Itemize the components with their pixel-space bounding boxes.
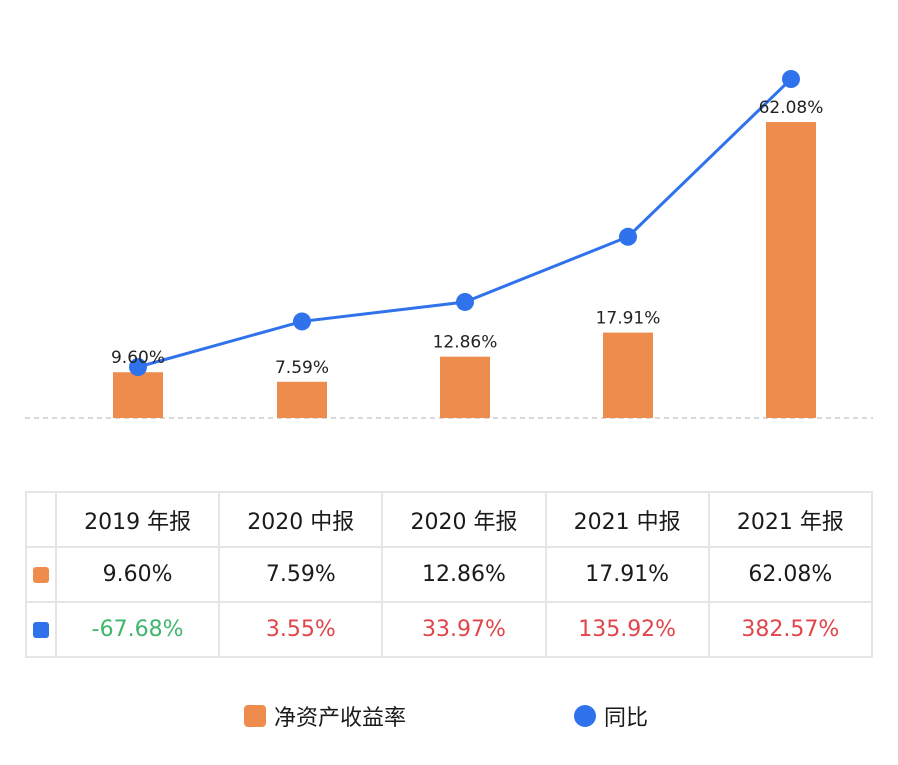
table-header-cell: 2021 中报 <box>544 491 710 548</box>
table-row-roe: 9.60% 7.59% 12.86% 17.91% 62.08% <box>25 546 874 603</box>
table-header-cell: 2021 年报 <box>707 491 874 548</box>
yoy-value-cell: 135.92% <box>544 601 710 658</box>
data-table: 2019 年报 2020 中报 2020 年报 2021 中报 2021 年报 … <box>25 491 874 658</box>
yoy-value-cell: -67.68% <box>54 601 221 658</box>
roe-bar-label: 12.86% <box>433 333 498 353</box>
legend-yoy: 同比 <box>574 700 648 732</box>
roe-bar-label: 17.91% <box>596 309 661 329</box>
roe-value-cell: 7.59% <box>218 546 384 603</box>
yoy-point <box>619 227 637 246</box>
table-row-yoy: -67.68% 3.55% 33.97% 135.92% 382.57% <box>25 601 874 658</box>
table-corner <box>25 491 57 548</box>
yoy-point <box>293 312 311 331</box>
legend-roe-label: 净资产收益率 <box>274 706 407 731</box>
roe-bar-label: 7.59% <box>275 358 329 378</box>
chart-area: 9.60% 7.59% 12.86% 17.91% 62.08% <box>25 70 873 419</box>
roe-bar <box>440 356 490 418</box>
roe-bar <box>277 381 327 418</box>
roe-bar <box>766 122 816 418</box>
yoy-point <box>129 358 147 376</box>
roe-bar <box>113 372 163 418</box>
roe-value-cell: 12.86% <box>381 546 547 603</box>
yoy-value-cell: 3.55% <box>218 601 384 658</box>
table-header-cell: 2019 年报 <box>54 491 221 548</box>
yoy-value-cell: 382.57% <box>707 601 874 658</box>
roe-bar <box>603 332 653 418</box>
yoy-line <box>137 77 793 369</box>
legend-roe: 净资产收益率 <box>244 700 406 732</box>
roe-bar-label: 9.60% <box>111 348 165 368</box>
roe-bar-label: 62.08% <box>759 98 824 118</box>
table-header-cell: 2020 年报 <box>381 491 547 548</box>
legend-yoy-swatch <box>574 705 596 727</box>
yoy-swatch-cell <box>25 601 57 658</box>
legend-yoy-label: 同比 <box>604 706 649 731</box>
table-header-row: 2019 年报 2020 中报 2020 年报 2021 中报 2021 年报 <box>25 491 874 548</box>
yoy-point <box>456 292 474 311</box>
roe-swatch-cell <box>25 546 57 603</box>
table-header-cell: 2020 中报 <box>218 491 384 548</box>
yoy-value-cell: 33.97% <box>381 601 547 658</box>
roe-value-cell: 17.91% <box>544 546 710 603</box>
roe-value-cell: 62.08% <box>707 546 874 603</box>
yoy-point <box>782 70 800 88</box>
roe-swatch <box>33 567 49 583</box>
yoy-swatch <box>33 622 49 638</box>
legend-roe-swatch <box>244 705 266 727</box>
roe-value-cell: 9.60% <box>54 546 221 603</box>
